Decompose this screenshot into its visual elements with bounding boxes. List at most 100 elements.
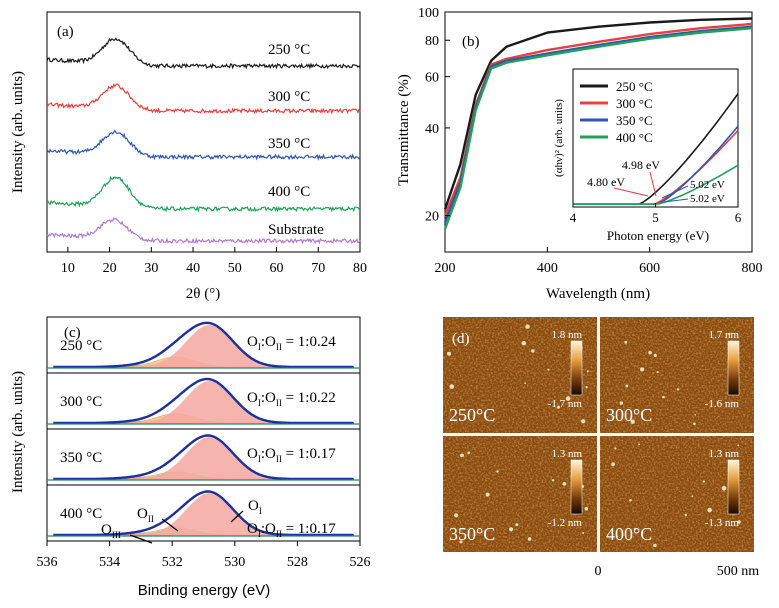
afm-bright-grain	[509, 527, 514, 532]
afm-bright-grain	[633, 527, 637, 531]
afm-colorbar-min: -1.2 nm	[548, 517, 583, 529]
afm-tile: 1.3 nm -1.2 nm 350°C	[443, 436, 597, 552]
afm-bright-grain	[611, 462, 615, 467]
inset-annotation-arrow	[613, 187, 649, 197]
xps-o1-component	[53, 437, 354, 479]
afm-bright-grain	[585, 386, 588, 389]
afm-bright-grain	[638, 443, 641, 446]
afm-bright-grain	[662, 395, 665, 399]
peak-label-o3: OIII	[101, 522, 121, 540]
afm-colorbar-min: -1.6 nm	[705, 398, 740, 410]
xps-fit-envelope	[53, 321, 354, 369]
inset-annotation: 4.98 eV	[622, 158, 660, 172]
inset-annotation: 4.80 eV	[587, 175, 625, 189]
inset-legend-label: 350 °C	[616, 113, 653, 128]
afm-bright-grain	[625, 384, 629, 388]
inset-annotation-arrow	[649, 171, 657, 197]
afm-bright-grain	[515, 523, 519, 527]
xps-row: 300 °C OI:OII = 1:0.22	[46, 372, 361, 430]
panel-a-series-label: 400 °C	[268, 184, 310, 200]
panel-a-series-label: 350 °C	[268, 136, 310, 152]
panel-c-peak-labels: OI OII OIII	[101, 498, 262, 544]
x-tick-label: 60	[270, 261, 284, 276]
xps-temperature-label: 400 °C	[60, 506, 102, 522]
xps-row-frame	[46, 484, 361, 542]
panel-b-label: (b)	[462, 34, 480, 50]
peak-arrow-o2	[161, 518, 179, 532]
afm-bright-grain	[557, 405, 560, 409]
panel-c-y-axis-label: Intensity (arb. units)	[10, 371, 26, 493]
xps-fit-envelope	[53, 490, 354, 537]
afm-bright-grain	[496, 470, 499, 473]
x-tick-label: 528	[287, 555, 308, 570]
panel-b-curves	[443, 17, 753, 230]
afm-bright-grain	[460, 453, 464, 458]
afm-tile: 1.3 nm -1.3 nm 400°C	[600, 436, 754, 552]
afm-bright-grain	[656, 371, 659, 374]
x-tick-label: 70	[311, 261, 325, 276]
scale-start: 0	[595, 564, 602, 579]
inset-legend-label: 400 °C	[616, 130, 653, 145]
afm-temperature-label: 350°C	[449, 524, 495, 544]
panel-a-series-label: Substrate	[268, 222, 324, 238]
inset-legend-label: 300 °C	[616, 96, 653, 111]
xps-o1-component	[53, 493, 354, 535]
panel-c-x-axis-label: Binding energy (eV)	[138, 582, 271, 599]
afm-bright-grain	[449, 384, 455, 389]
afm-bright-grain	[562, 482, 567, 486]
panel-a-series-label: 250 °C	[268, 42, 310, 58]
afm-bright-grain	[485, 492, 490, 497]
inset-x-tick-label: 5	[652, 210, 659, 225]
inset-annotation: 5.02 eV	[690, 193, 725, 205]
xps-temperature-label: 350 °C	[60, 450, 102, 466]
afm-bright-grain	[527, 537, 532, 541]
xps-ratio-label: OI:OII = 1:0.17	[247, 521, 336, 539]
x-tick-label: 400	[537, 261, 558, 276]
afm-bright-grain	[582, 532, 585, 534]
peak-arrow-o1	[230, 510, 244, 523]
afm-bright-grain	[684, 513, 687, 517]
x-tick-label: 50	[228, 261, 242, 276]
afm-bright-grain	[676, 388, 680, 391]
xps-row: 250 °C OI:OII = 1:0.24	[46, 316, 361, 374]
panel-b-ticks: 200 400 600 800 20 40 60 80 100	[418, 6, 763, 276]
afm-bright-grain	[648, 350, 652, 355]
x-tick-label: 536	[37, 555, 58, 570]
afm-bright-grain	[525, 324, 530, 329]
afm-colorbar	[727, 459, 740, 515]
xps-row: 400 °C OI:OII = 1:0.17	[46, 484, 361, 542]
x-tick-label: 80	[353, 261, 367, 276]
afm-bright-grain	[640, 367, 645, 372]
inset-x-tick-label: 6	[735, 210, 742, 225]
afm-bright-grain	[629, 499, 632, 502]
afm-bright-grain	[737, 444, 740, 447]
panel-a-series-label: 300 °C	[268, 89, 310, 105]
afm-bright-grain	[653, 353, 657, 357]
xps-ratio-label: OI:OII = 1:0.17	[247, 446, 336, 464]
y-tick-label: 100	[418, 6, 439, 21]
afm-temperature-label: 300°C	[606, 405, 652, 425]
inset-x-tick-label: 4	[570, 210, 577, 225]
afm-bright-grain	[547, 368, 550, 371]
x-tick-label: 534	[99, 555, 120, 570]
afm-bright-grain	[728, 332, 731, 335]
transmittance-series-line	[443, 27, 753, 230]
xps-ratio-label: OI:OII = 1:0.24	[247, 334, 336, 352]
panel-a-x-ticks: 10 20 30 40 50 60 70 80	[61, 247, 367, 276]
afm-colorbar-min: -1.3 nm	[705, 517, 740, 529]
afm-bright-grain	[531, 349, 535, 353]
afm-bright-grain	[614, 447, 617, 450]
xrd-series-line	[46, 129, 361, 161]
xps-fit-envelope	[53, 377, 354, 425]
panel-b: 200 400 600 800 20 40 60 80 100 (b) Wavelength (…	[396, 6, 763, 302]
afm-bright-grain	[459, 540, 463, 544]
afm-bright-grain	[619, 401, 624, 405]
panel-a-x-axis-label: 2θ (°)	[186, 286, 220, 302]
transmittance-series-line	[443, 17, 753, 210]
xps-row: 350 °C OI:OII = 1:0.17	[46, 428, 361, 486]
afm-bright-grain	[524, 382, 526, 384]
afm-temperature-label: 400°C	[606, 524, 652, 544]
afm-colorbar-max: 1.8 nm	[551, 329, 582, 341]
xrd-series-line	[46, 217, 361, 245]
y-tick-label: 20	[425, 210, 439, 225]
